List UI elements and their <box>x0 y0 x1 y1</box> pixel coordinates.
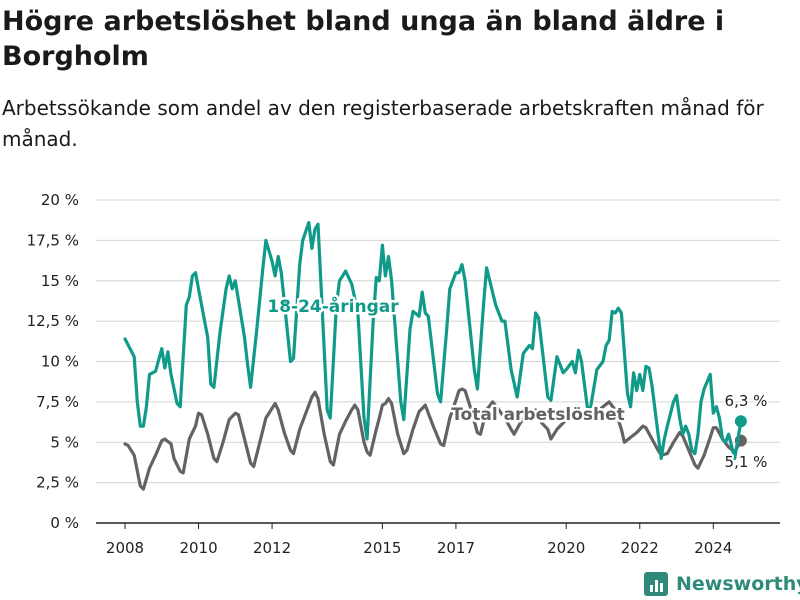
x-tick-label: 2012 <box>253 539 291 557</box>
newsworthy-logo-icon <box>644 572 668 596</box>
series-line-youth <box>123 221 743 460</box>
y-tick-label: 7,5 % <box>36 393 79 411</box>
y-tick-label: 5 % <box>50 433 79 451</box>
end-value-label-total: 5,1 % <box>725 453 768 471</box>
end-point-youth <box>734 415 747 428</box>
chart-title: Högre arbetslöshet bland unga än bland ä… <box>2 6 725 72</box>
y-tick-label: 10 % <box>41 353 79 371</box>
newsworthy-brand: Newsworthy <box>644 570 800 598</box>
series-line-total <box>123 387 743 491</box>
brand-name: Newsworthy <box>676 573 800 595</box>
x-tick-label: 2015 <box>363 539 401 557</box>
series-labels: 18-24-åringar Total arbetslöshet 6,3 % 5,1 … <box>265 293 770 474</box>
y-tick-label: 0 % <box>50 514 79 532</box>
x-tick-label: 2022 <box>621 539 659 557</box>
y-tick-label: 17,5 % <box>27 231 79 249</box>
series-label-youth: 18-24-åringar <box>267 295 399 317</box>
x-tick-label: 2008 <box>106 539 144 557</box>
x-tick-label: 2024 <box>694 539 732 557</box>
end-value-label-youth: 6,3 % <box>725 392 768 410</box>
series-lines <box>123 221 747 491</box>
x-tick-label: 2010 <box>179 539 217 557</box>
y-tick-label: 20 % <box>41 191 79 209</box>
x-tick-label: 2017 <box>437 539 475 557</box>
y-axis-ticks: 0 % 2,5 % 5 % 7,5 % 10 % 12,5 % 15 % 17,5 % 20 % <box>27 191 79 532</box>
y-tick-label: 15 % <box>41 272 79 290</box>
x-axis-ticks: 2008 2010 2012 2015 2017 2020 2022 2024 <box>106 523 732 557</box>
y-tick-label: 12,5 % <box>27 312 79 330</box>
gridlines <box>96 199 780 524</box>
x-tick-label: 2020 <box>547 539 585 557</box>
y-tick-label: 2,5 % <box>36 474 79 492</box>
series-label-total: Total arbetslöshet <box>451 405 625 425</box>
chart-subtitle: Arbetssökande som andel av den registerb… <box>2 96 764 151</box>
